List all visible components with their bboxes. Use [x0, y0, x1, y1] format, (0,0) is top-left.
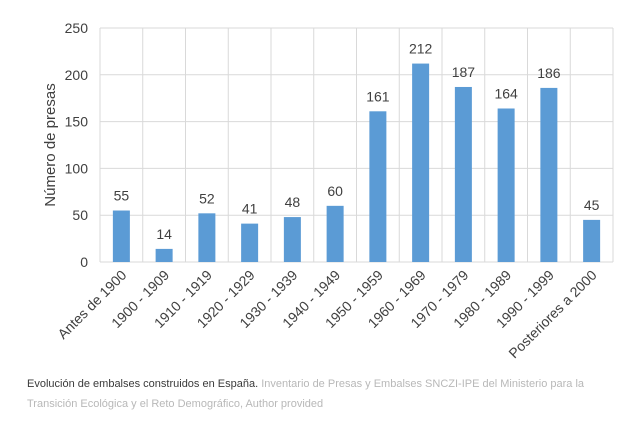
bar [454, 86, 472, 262]
bar [369, 111, 387, 262]
data-label: 14 [156, 226, 172, 242]
caption-credit: Inventario de Presas y Embalses SNCZI-IP… [27, 378, 585, 410]
data-labels: 55 14 52 41 48 60 161 212 187 164 186 45 [114, 41, 600, 242]
y-axis-ticks: 0 50 100 150 200 250 [65, 20, 89, 270]
bar [583, 219, 601, 262]
figure-caption: Evolución de embalses construidos en Esp… [27, 374, 617, 414]
bar [412, 63, 430, 263]
y-axis-label: Número de presas [42, 83, 59, 206]
y-tick-label: 250 [65, 20, 89, 36]
y-tick-label: 0 [80, 254, 88, 270]
bars [112, 63, 601, 263]
caption-text: Evolución de embalses construidos en Esp… [27, 378, 259, 390]
bar [241, 223, 259, 262]
data-label: 52 [199, 190, 215, 206]
bar-chart: 0 50 100 150 200 250 55 14 52 41 48 60 161 212 187 164… [42, 20, 614, 362]
bar [155, 248, 173, 262]
data-label: 60 [327, 183, 343, 199]
data-label: 164 [494, 85, 518, 101]
y-tick-label: 200 [65, 67, 89, 83]
data-label: 55 [114, 188, 130, 204]
bar [112, 210, 130, 262]
data-label: 45 [584, 197, 600, 213]
bar [497, 108, 515, 262]
data-label: 48 [285, 194, 301, 210]
chart-grid [99, 27, 614, 263]
y-tick-label: 50 [72, 207, 88, 223]
y-tick-label: 150 [65, 114, 89, 130]
bar [326, 205, 344, 262]
data-label: 187 [452, 64, 476, 80]
bar [540, 87, 558, 263]
y-tick-label: 100 [65, 160, 89, 176]
data-label: 212 [409, 41, 433, 57]
data-label: 161 [366, 88, 390, 104]
bar [283, 217, 301, 262]
data-label: 186 [537, 65, 561, 81]
data-label: 41 [242, 201, 258, 217]
bar [198, 213, 216, 262]
